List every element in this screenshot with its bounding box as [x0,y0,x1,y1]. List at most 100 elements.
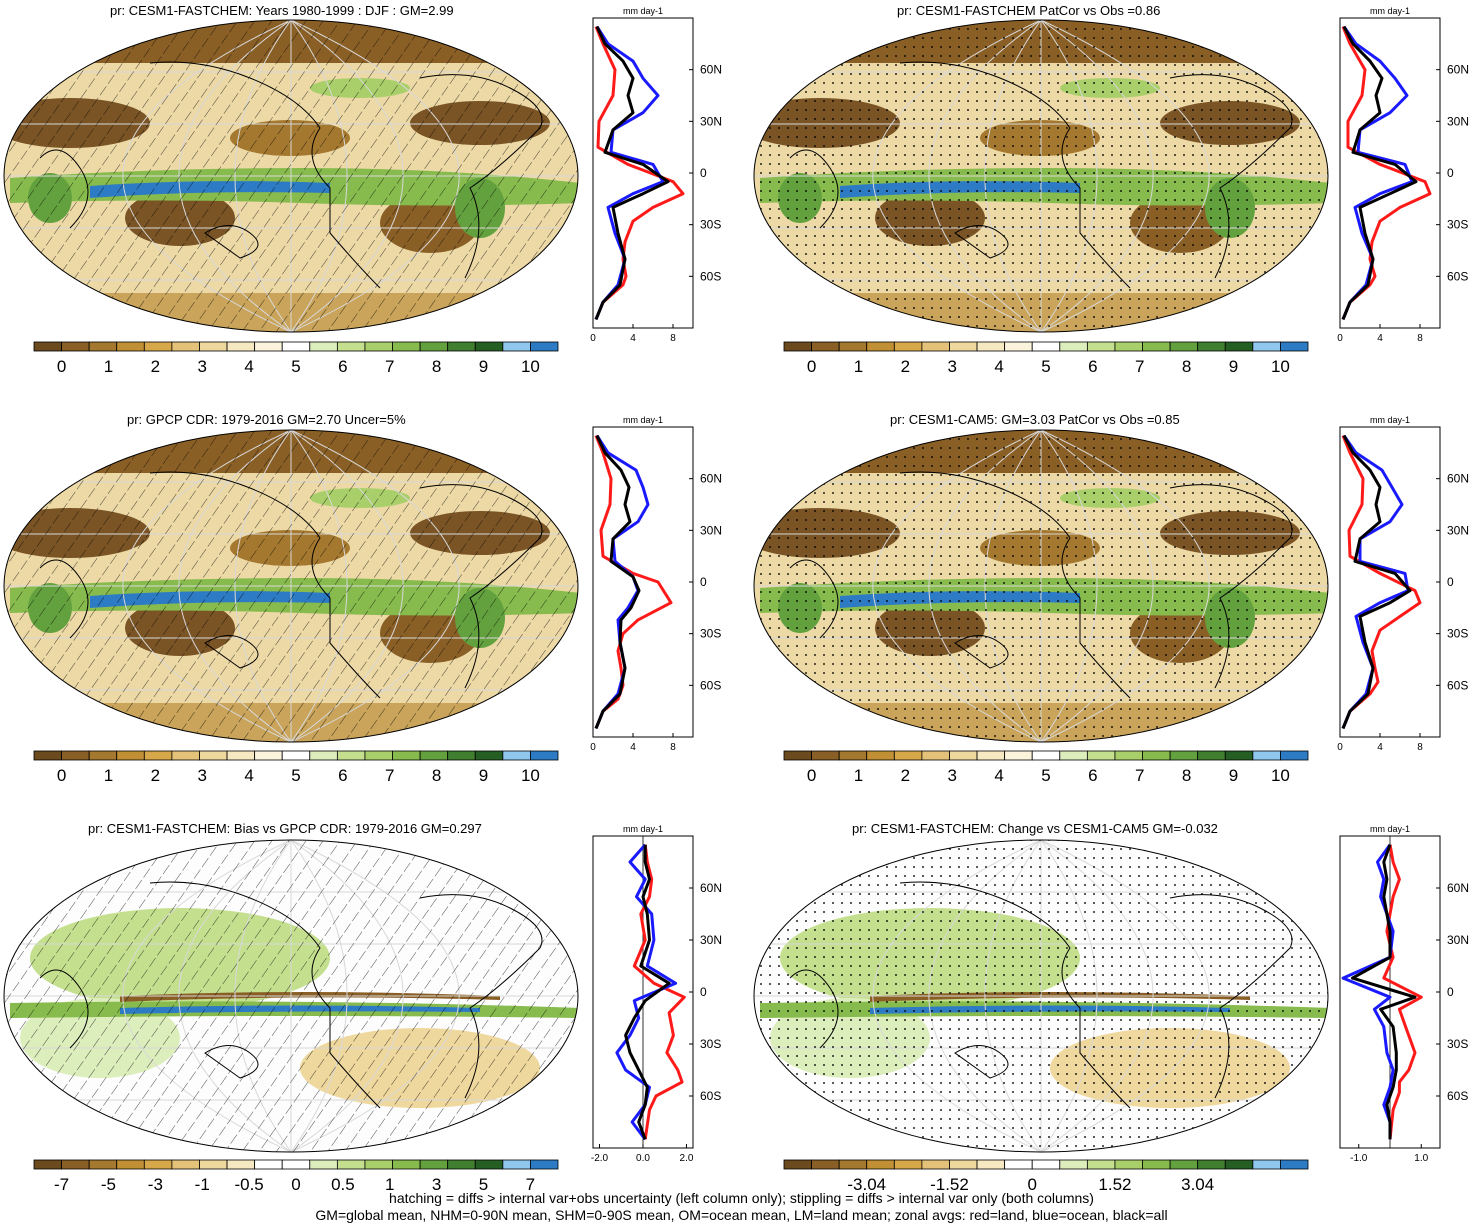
colorbar-tick-label: 6 [1088,766,1097,785]
colorbar: 0 1 2 3 4 5 6 7 8 9 10 [783,750,1309,785]
colorbar-swatch [1004,1159,1033,1170]
zonal-series-land [1341,435,1422,729]
colorbar-tick-label: 6 [1088,357,1097,376]
colorbar-swatch [281,1159,311,1170]
colorbar-swatch [254,750,283,761]
colorbar-swatch [392,750,421,761]
zonal-series-all [1341,25,1418,320]
x-tick-label: 4 [1377,742,1383,753]
x-tick-label: 0 [590,333,596,344]
colorbar-tick-label: 5 [291,357,300,376]
colorbar-swatch [1280,341,1309,352]
colorbar-swatch [783,750,812,761]
y-tick-label: 60S [1447,269,1468,283]
footnote-hatching: hatching = diffs > internal var+obs unce… [389,1190,1094,1206]
colorbar-swatch [143,341,173,352]
x-tick-label: -1.0 [1350,1153,1368,1164]
colorbar-swatch [1142,341,1171,352]
y-tick-label: 30S [700,627,721,641]
colorbar-swatch [976,1159,1006,1170]
colorbar-tick-label: 10 [521,357,540,376]
colorbar-tick-label: 5 [1041,357,1050,376]
axis-unit-label: mm day-1 [623,824,663,834]
colorbar-swatch [171,750,200,761]
world-map [753,429,1329,743]
x-tick-label: 0.0 [636,1153,650,1164]
colorbar-swatch [392,341,421,352]
colorbar-swatch [1114,750,1143,761]
colorbar-swatch [199,1159,228,1170]
colorbar-tick-label: 5 [1041,766,1050,785]
colorbar-tick-label: 1 [385,1175,394,1194]
colorbar-swatch [1059,341,1088,352]
zonal-series-land [1341,26,1432,320]
colorbar-tick-label: -3 [148,1175,163,1194]
colorbar-swatch [502,750,531,761]
colorbar-tick-label: 3 [197,357,206,376]
colorbar-swatch [866,750,895,761]
x-tick-label: 2.0 [680,1153,694,1164]
y-tick-label: 30N [700,933,722,947]
colorbar-tick-label: 1 [854,766,863,785]
colorbar-swatch [866,341,895,352]
colorbar-swatch [866,1159,895,1170]
colorbar-tick-label: 0 [1027,1175,1036,1194]
colorbar-tick-label: 10 [1271,357,1290,376]
colorbar-swatch [419,750,449,761]
y-tick-label: 60N [700,881,722,895]
colorbar-swatch [811,341,840,352]
y-tick-label: 60S [700,269,721,283]
colorbar-swatch [838,1159,868,1170]
y-tick-label: 60S [1447,678,1468,692]
x-tick-label: -2.0 [591,1153,609,1164]
colorbar-swatch [502,1159,531,1170]
colorbar-tick-label: 10 [521,766,540,785]
colorbar-tick-label: 0 [807,357,816,376]
panel-title: pr: CESM1-FASTCHEM: Bias vs GPCP CDR: 19… [88,821,482,836]
colorbar-swatch [976,341,1006,352]
colorbar-tick-label: -1.52 [930,1175,969,1194]
panel-title: pr: CESM1-FASTCHEM: Years 1980-1999 : DJ… [110,3,454,18]
panel-title: pr: CESM1-FASTCHEM PatCor vs Obs =0.86 [897,3,1161,18]
colorbar-swatch [419,1159,449,1170]
colorbar-tick-label: 7 [385,766,394,785]
colorbar-swatch [1280,1159,1309,1170]
colorbar-swatch [309,1159,338,1170]
colorbar-tick-label: -1 [195,1175,210,1194]
colorbar-swatch [530,750,559,761]
colorbar-swatch [281,750,311,761]
colorbar-swatch [530,1159,559,1170]
axis-unit-label: mm day-1 [1370,415,1410,425]
colorbar-swatch [281,341,311,352]
y-tick-label: 60N [1447,472,1469,486]
colorbar-tick-label: 2 [901,357,910,376]
colorbar-tick-label: 7 [526,1175,535,1194]
colorbar-tick-label: 0 [291,1175,300,1194]
colorbar-swatch [838,750,868,761]
colorbar-tick-label: 8 [432,766,441,785]
colorbar-tick-label: 5 [479,1175,488,1194]
y-tick-label: 60S [700,678,721,692]
y-tick-label: 30N [700,114,722,128]
colorbar-swatch [226,341,256,352]
colorbar-swatch [1004,750,1033,761]
colorbar-swatch [1031,750,1061,761]
y-tick-label: 30N [1447,933,1469,947]
colorbar-swatch [1224,341,1254,352]
colorbar-swatch [1142,1159,1171,1170]
zonal-series-all [1341,434,1412,729]
colorbar-swatch [143,750,173,761]
world-map [753,839,1329,1153]
colorbar-swatch [1280,750,1309,761]
colorbar-tick-label: 9 [1229,357,1238,376]
colorbar-swatch [1197,1159,1226,1170]
colorbar-swatch [1142,750,1171,761]
y-tick-label: 0 [1447,575,1454,589]
colorbar-tick-label: 4 [994,766,1003,785]
world-map [3,429,579,743]
colorbar-swatch [33,1159,62,1170]
colorbar-swatch [1031,1159,1061,1170]
colorbar-swatch [1224,1159,1254,1170]
colorbar-swatch [1086,341,1116,352]
colorbar-tick-label: 9 [479,766,488,785]
